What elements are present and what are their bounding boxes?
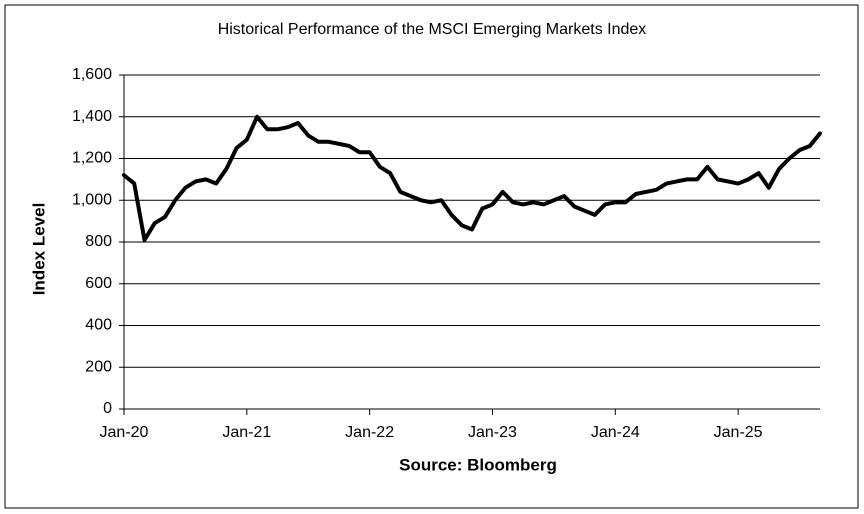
y-tick-label: 1,400 [72,108,112,125]
x-tick-label: Jan-20 [100,424,149,441]
x-tick-label: Jan-22 [345,424,394,441]
x-axis-label: Source: Bloomberg [399,455,557,474]
y-tick-label: 1,600 [72,66,112,83]
y-tick-label: 0 [103,400,112,417]
x-tick-label: Jan-23 [468,424,517,441]
y-tick-label: 400 [85,317,112,334]
y-tick-label: 1,200 [72,150,112,167]
x-tick-label: Jan-21 [222,424,271,441]
y-tick-label: 1,000 [72,191,112,208]
x-tick-label: Jan-24 [591,424,640,441]
y-tick-label: 800 [85,233,112,250]
chart-title: Historical Performance of the MSCI Emerg… [218,21,647,38]
x-tick-label: Jan-25 [714,424,763,441]
y-tick-label: 200 [85,358,112,375]
y-tick-label: 600 [85,275,112,292]
data-line [122,114,822,242]
chart-border [4,4,859,509]
y-axis-label: Index Level [29,203,48,296]
